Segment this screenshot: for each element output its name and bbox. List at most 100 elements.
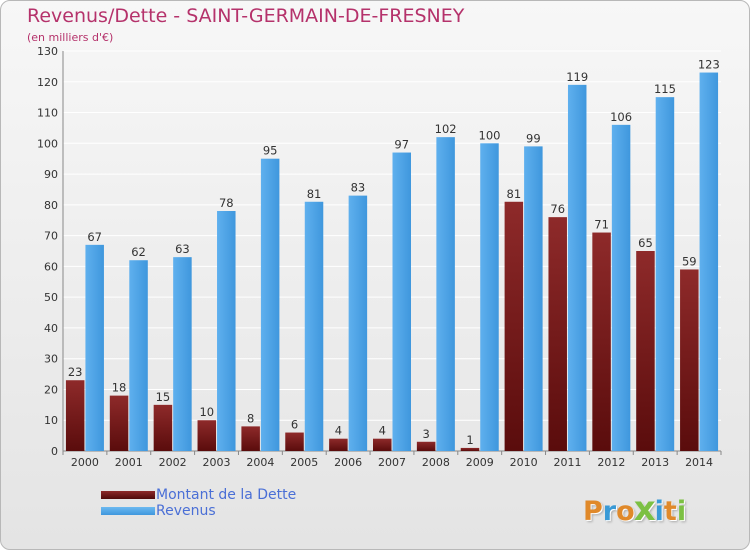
bar-revenus	[524, 146, 543, 451]
data-label-revenus: 63	[175, 242, 190, 256]
bar-dette	[329, 438, 348, 451]
data-label-revenus: 62	[131, 245, 146, 259]
bar-dette	[460, 447, 480, 451]
bar-dette	[241, 426, 260, 451]
bar-revenus	[304, 201, 324, 451]
data-label-revenus: 119	[566, 70, 588, 84]
bar-revenus	[85, 244, 104, 451]
bar-revenus	[655, 97, 675, 452]
data-label-dette: 3	[422, 427, 429, 441]
data-label-dette: 18	[112, 381, 127, 395]
chart-subtitle: (en milliers d'€)	[27, 31, 114, 44]
bars	[65, 72, 719, 452]
bar-dette	[285, 432, 304, 451]
data-label-revenus: 97	[394, 138, 409, 152]
logo-letter: P	[583, 496, 603, 527]
x-tick-label: 2008	[422, 456, 450, 469]
x-tick-label: 2006	[334, 456, 362, 469]
bar-dette	[504, 201, 524, 451]
data-labels: 23 18 15 10 8 6 4 4 3 1 81 76 71 65 59 67 62 63 78 95 81 83 97…	[68, 58, 720, 447]
bar-dette	[636, 251, 655, 451]
y-tick-label: 90	[44, 168, 58, 181]
data-label-revenus: 67	[87, 230, 102, 244]
logo-letter: i	[654, 496, 664, 527]
bar-dette	[680, 269, 699, 451]
y-tick-label: 40	[44, 322, 58, 335]
bar-revenus	[567, 84, 587, 451]
data-label-dette: 23	[68, 365, 83, 379]
y-tick-label: 120	[37, 76, 58, 89]
data-label-revenus: 78	[219, 196, 234, 210]
data-label-revenus: 83	[351, 181, 366, 195]
bar-revenus	[611, 124, 631, 451]
legend-swatch-dette	[101, 491, 155, 499]
data-label-dette: 4	[379, 424, 386, 438]
data-label-revenus: 100	[479, 128, 501, 142]
bar-dette	[197, 420, 217, 451]
x-tick-label: 2002	[159, 456, 187, 469]
bar-revenus	[173, 257, 192, 451]
y-tick-label: 70	[44, 230, 58, 243]
logo-letter: x	[633, 489, 656, 529]
bar-revenus	[480, 143, 499, 452]
data-label-dette: 4	[335, 424, 342, 438]
bar-revenus	[436, 137, 455, 451]
x-tick-label: 2007	[378, 456, 406, 469]
y-tick-label: 60	[44, 260, 58, 273]
legend-swatch-revenus	[101, 507, 155, 515]
y-tick-label: 0	[51, 445, 58, 458]
bar-dette	[592, 232, 611, 451]
x-tick-label: 2014	[685, 456, 713, 469]
bar-dette	[109, 395, 129, 451]
data-label-dette: 6	[291, 418, 298, 432]
x-tick-label: 2004	[246, 456, 274, 469]
bar-revenus	[129, 260, 148, 451]
logo-letter: o	[616, 496, 635, 527]
data-label-dette: 1	[466, 433, 473, 447]
x-tick-label: 2013	[641, 456, 669, 469]
x-tick-label: 2000	[71, 456, 99, 469]
x-tick-label: 2010	[510, 456, 538, 469]
x-tick-label: 2009	[466, 456, 494, 469]
data-label-revenus: 102	[435, 122, 457, 136]
data-label-dette: 10	[199, 405, 214, 419]
y-tick-label: 80	[44, 199, 58, 212]
x-tick-label: 2005	[290, 456, 318, 469]
bar-revenus	[392, 152, 411, 452]
logo-letter: t	[663, 496, 677, 527]
bar-dette	[65, 380, 85, 451]
bar-revenus	[217, 211, 236, 451]
grid	[63, 50, 721, 421]
data-label-revenus: 123	[698, 58, 720, 72]
y-tick-label: 30	[44, 353, 58, 366]
data-label-dette: 8	[247, 411, 254, 425]
y-tick-label: 20	[44, 383, 58, 396]
y-tick-label: 50	[44, 291, 58, 304]
data-label-revenus: 99	[526, 131, 541, 145]
bar-dette	[416, 441, 436, 451]
y-tick-label: 130	[37, 45, 58, 58]
bar-revenus	[699, 72, 719, 452]
data-label-dette: 76	[550, 202, 565, 216]
data-label-dette: 65	[638, 236, 653, 250]
y-tick-label: 100	[37, 137, 58, 150]
x-tick-label: 2011	[553, 456, 581, 469]
data-label-revenus: 81	[307, 187, 322, 201]
bar-dette	[153, 404, 173, 451]
logo-letter: r	[602, 496, 617, 527]
x-tick-label: 2003	[203, 456, 231, 469]
data-label-revenus: 95	[263, 144, 278, 158]
logo-letter: i	[676, 496, 687, 527]
legend-label-dette: Montant de la Dette	[156, 487, 297, 503]
data-label-dette: 59	[682, 254, 697, 268]
bar-revenus	[260, 158, 280, 451]
bar-dette	[548, 217, 567, 451]
x-tick-label: 2001	[115, 456, 143, 469]
bar-dette	[373, 438, 392, 451]
data-label-revenus: 106	[610, 110, 632, 124]
y-tick-label: 10	[44, 414, 58, 427]
